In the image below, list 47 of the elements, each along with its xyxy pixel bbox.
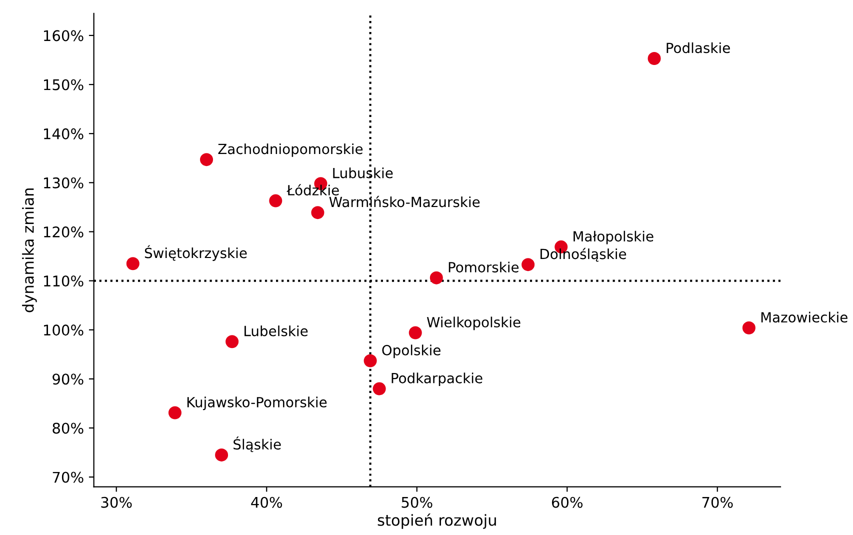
point	[226, 335, 239, 348]
y-tick-label: 120%	[44, 226, 84, 238]
x-tick-label: 50%	[402, 496, 432, 508]
annotation: Warmińsko-Mazurskie	[329, 196, 480, 208]
y-tick-label: 90%	[52, 374, 84, 385]
point	[364, 354, 377, 368]
point	[522, 258, 535, 272]
annotation: Wielkopolskie	[426, 316, 520, 330]
point	[126, 257, 140, 270]
annotation: Opolskie	[382, 344, 440, 358]
x-tick-label: 30%	[101, 496, 132, 508]
y-tick-label: 130%	[44, 177, 84, 188]
y-tick-label: 80%	[52, 422, 84, 434]
annotation: Małopolskie	[574, 230, 654, 244]
point	[200, 153, 214, 166]
point	[430, 271, 443, 284]
x-tick-label: 40%	[251, 496, 282, 508]
point	[648, 52, 661, 66]
point	[742, 321, 756, 334]
x-tick-label: 60%	[552, 496, 583, 508]
annotation: Podkarpackie	[392, 372, 482, 386]
annotation: Zachodniopomorskie	[218, 143, 363, 157]
y-tick-label: 140%	[44, 128, 84, 140]
annotation: Łódzkie	[286, 184, 339, 196]
annotation: Świętokrzyskie	[144, 245, 247, 261]
annotation: Lubelskie	[244, 326, 308, 336]
x-tick-label: 70%	[702, 496, 733, 508]
annotation: Pomorskie	[448, 262, 519, 272]
annotation: Podlaskie	[666, 42, 730, 54]
point	[215, 448, 228, 462]
annotation: Lubuskie	[333, 168, 393, 178]
y-tick-label: 110%	[44, 275, 84, 287]
point	[269, 194, 282, 208]
annotation: Dolnośląskie	[540, 248, 626, 262]
point	[372, 382, 386, 396]
point	[168, 406, 182, 420]
annotation: Śląskie	[234, 436, 281, 452]
y-axis-title: dynamika zmian	[22, 188, 37, 312]
annotation: Mazowieckie	[761, 312, 848, 323]
y-tick-label: 150%	[44, 79, 84, 90]
point	[408, 326, 422, 340]
y-tick-label: 160%	[44, 30, 84, 42]
annotation: Kujawsko-Pomorskie	[187, 396, 327, 410]
x-axis-title: stopień rozwoju	[378, 513, 496, 529]
point	[311, 206, 324, 220]
y-tick-label: 70%	[52, 472, 84, 483]
y-tick-label: 100%	[44, 324, 84, 336]
